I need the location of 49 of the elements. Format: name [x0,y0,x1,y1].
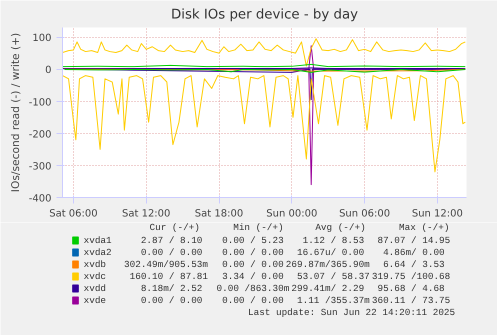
chart-title: Disk IOs per device - by day [171,8,358,22]
text: 16.67u/ 0.00 [296,247,365,258]
text: 0.00 / 0.00 [140,295,203,306]
text: 3.34 / 0.00 [222,271,284,282]
text: 53.07 / 58.37 [296,271,370,282]
text: 0.00 / 0.00 [222,259,284,270]
text: 0.00 / 0.00 [222,247,284,258]
y-tick-label: -200 [28,129,52,140]
y-axis-title: IOs/second read (-) / write (+) [8,32,22,192]
text: 1.11 /355.37m [296,295,370,306]
text: 269.87m/365.90m [286,259,370,270]
legend-label: xvda1 [84,235,112,246]
text: 1.12 / 8.53 [302,235,364,246]
legend-label: xvde [84,295,106,306]
x-tick-label: Sat 06:00 [49,208,98,220]
x-tick-label: Sun 06:00 [339,208,390,220]
legend-label: xvdc [84,271,106,282]
text: 0.00 / 0.00 [222,295,284,306]
x-tick-label: Sat 18:00 [194,208,244,220]
text: 299.41m/ 2.29 [291,283,364,294]
text: 0.00 /863.30m [216,283,290,294]
x-tick-label: Sun 00:00 [266,208,318,220]
legend-label: xvda2 [84,247,112,258]
text: 319.75 /100.68 [372,271,450,282]
text: 95.68 / 4.68 [377,283,445,294]
text: Min (-/+) [233,222,284,233]
legend-label: xvdb [84,259,106,270]
text: 360.11 / 73.75 [372,295,450,306]
y-tick-label: 0 [45,65,52,76]
text: 2.87 / 8.10 [140,235,203,246]
text: 8.18m/ 2.52 [140,283,202,294]
y-tick-label: -300 [28,161,52,172]
text: 4.86m/ 0.00 [383,247,446,258]
text: Last update: Sun Jun 22 14:20:11 2025 [248,307,456,318]
text: 0.00 / 5.23 [222,235,284,246]
y-tick-label: 100 [32,33,52,44]
text: Cur (-/+) [149,222,200,233]
text: Avg (-/+) [315,222,366,233]
x-tick-label: Sat 12:00 [122,208,170,220]
y-tick-label: -400 [28,194,52,204]
text: 87.07 / 14.95 [377,235,450,246]
text: Max (-/+) [399,222,450,233]
text: 160.10 / 87.81 [130,271,208,282]
legend-label: xvdd [84,283,106,294]
x-tick-label: Sun 12:00 [412,208,463,220]
text: 6.64 / 3.53 [383,259,445,270]
y-tick-label: -100 [28,97,52,108]
text: 0.00 / 0.00 [140,247,203,258]
text: 302.49m/905.53m [124,259,208,270]
